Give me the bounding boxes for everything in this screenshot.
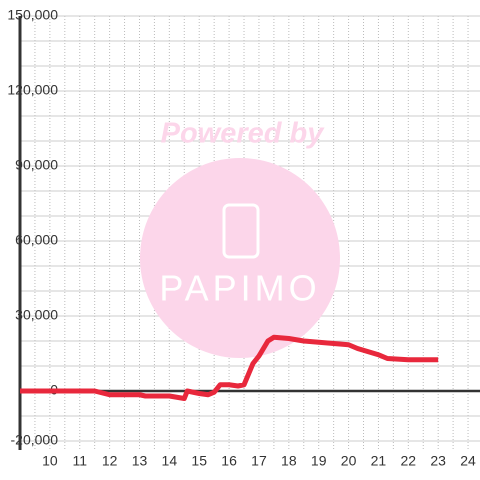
x-tick-label: 20 [341,453,357,469]
y-tick-label: 30,000 [15,307,58,323]
x-tick-label: 13 [132,453,148,469]
x-tick-label: 18 [281,453,297,469]
x-tick-label: 12 [102,453,118,469]
y-tick-label: 90,000 [15,157,58,173]
y-tick-label: 150,000 [7,7,58,23]
x-tick-label: 19 [311,453,327,469]
y-tick-label: 120,000 [7,82,58,98]
data-line [20,334,439,401]
x-tick-label: 15 [191,453,207,469]
x-tick-label: 23 [430,453,446,469]
x-tick-label: 22 [401,453,417,469]
x-tick-label: 16 [221,453,237,469]
x-tick-label: 10 [42,453,58,469]
x-tick-label: 14 [162,453,178,469]
y-tick-label: -20,000 [11,432,59,448]
watermark-logo: PAPIMO [159,268,320,309]
y-tick-label: 60,000 [15,232,58,248]
x-tick-label: 24 [460,453,476,469]
watermark-text: Powered by [161,118,326,150]
watermark: Powered by PAPIMO [140,118,340,358]
x-tick-label: 17 [251,453,267,469]
x-tick-label: 11 [72,453,87,469]
phone-icon [222,203,260,259]
x-tick-label: 21 [371,453,387,469]
